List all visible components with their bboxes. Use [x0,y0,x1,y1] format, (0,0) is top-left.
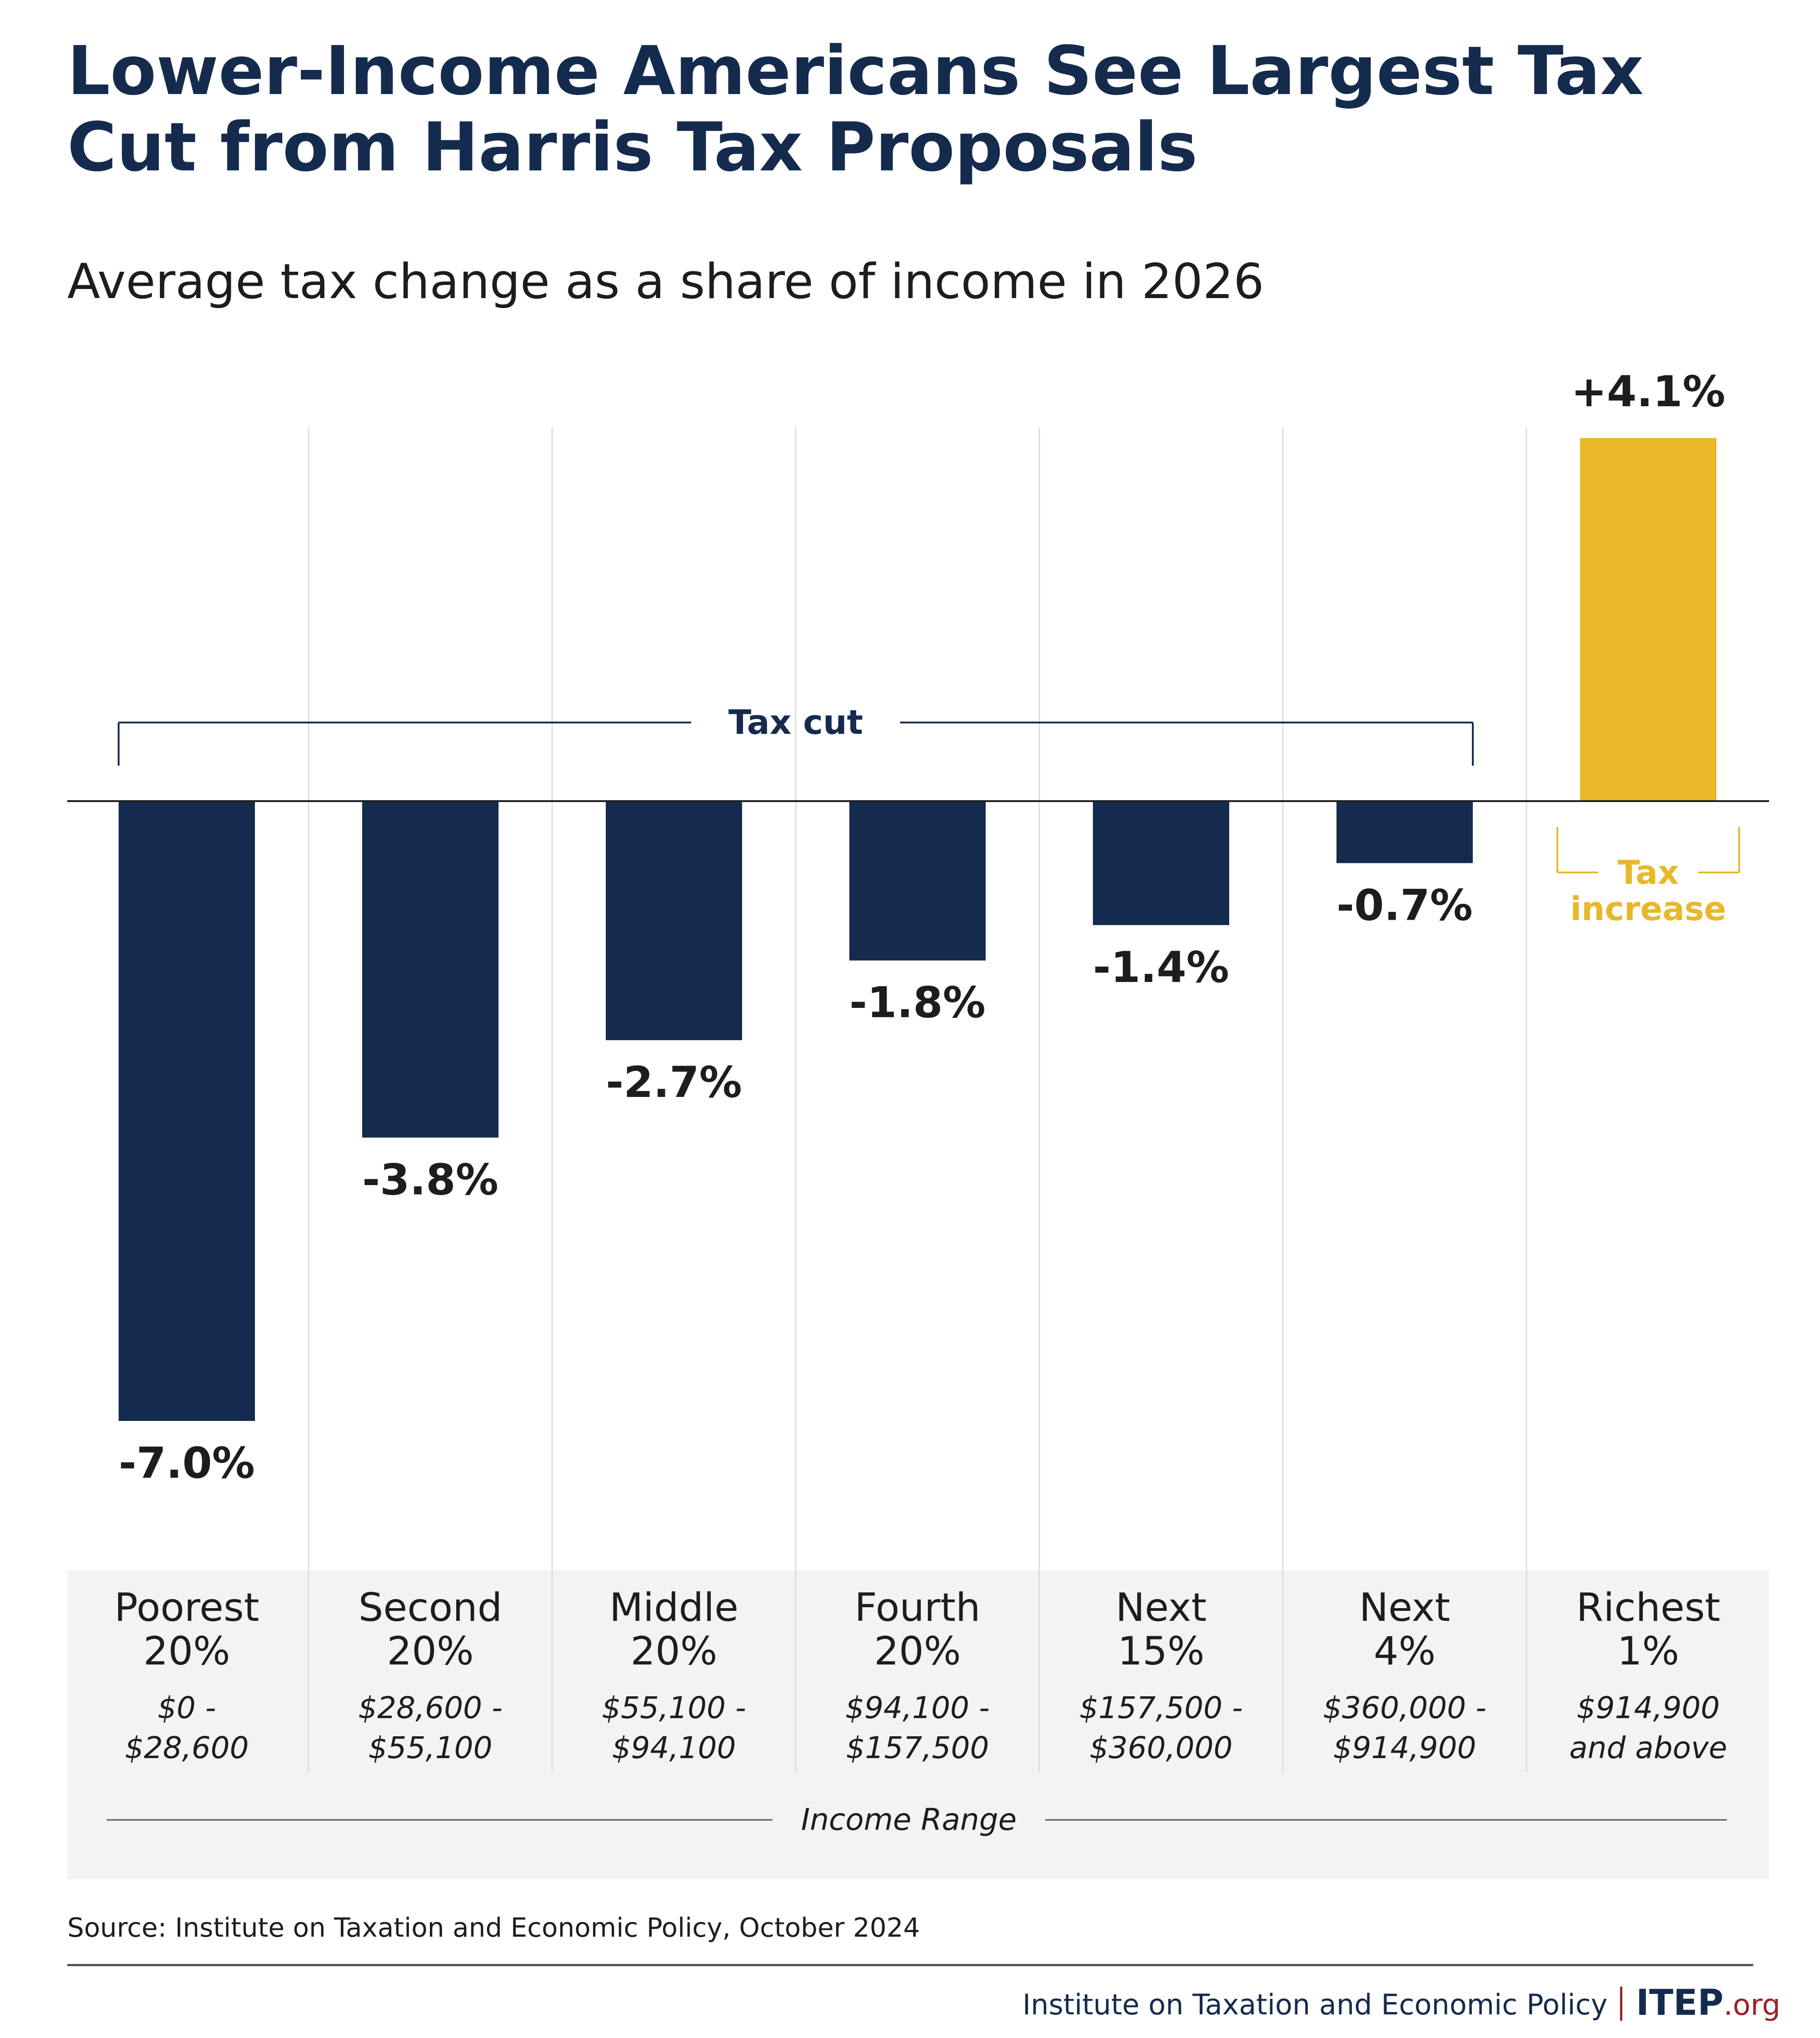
tax-increase-annotation: increase [1570,890,1726,928]
income-range-label: $28,600 - $55,100 [309,1688,552,1768]
category-label-line: 20% [143,1629,230,1674]
category-label-line: Fourth [854,1585,981,1630]
category-label-line: Richest [1576,1585,1720,1630]
category-label-line: Next [1115,1585,1207,1630]
data-label: -0.7% [1336,881,1473,930]
bar [1093,801,1229,925]
category-label: Second 20% [309,1586,552,1673]
bar [849,801,986,961]
income-range-line: $28,600 [125,1730,249,1765]
category-label: Next 4% [1283,1586,1526,1673]
logo-main: ITEP [1636,1983,1724,2023]
bar-chart: -7.0% -3.8% -2.7% -1.8% -1.4% -0.7% +4.1% Tax c… [67,367,1769,1879]
category-label-line: 20% [387,1629,474,1674]
bar [1336,801,1473,863]
category-label: Poorest 20% [65,1586,309,1673]
income-range-label: $360,000 - $914,900 [1283,1688,1526,1768]
tax-increase-annotation: Tax [1618,853,1679,892]
category-label: Fourth 20% [796,1586,1039,1673]
bar [606,801,742,1041]
itep-logo: ITEP.org [1636,1981,1780,2027]
income-range-line: $157,500 [846,1730,989,1765]
income-range-line: $360,000 - [1323,1690,1486,1725]
category-label: Richest 1% [1526,1586,1770,1673]
income-range-line: $94,100 - [845,1690,990,1725]
footer-divider [67,1964,1753,1966]
chart-subtitle: Average tax change as a share of income … [67,254,1264,309]
category-label: Next 15% [1039,1586,1283,1673]
income-range-line: $55,100 - [602,1690,746,1725]
income-range-line: $157,500 - [1079,1690,1243,1725]
footer-org-name: Institute on Taxation and Economic Polic… [1022,1988,1608,2021]
income-range-label: $157,500 - $360,000 [1039,1688,1283,1768]
category-label-line: 20% [630,1629,718,1674]
income-range-label: $914,900 and above [1526,1688,1770,1768]
data-label: -1.8% [849,978,986,1028]
data-label: -7.0% [119,1439,255,1488]
source-note: Source: Institute on Taxation and Econom… [67,1912,920,1943]
category-label-line: 1% [1617,1629,1680,1674]
income-range-label: $0 - $28,600 [65,1688,309,1768]
category-label-line: Second [358,1585,503,1630]
category-label-line: 15% [1117,1629,1205,1674]
category-label-line: Poorest [114,1585,259,1630]
category-label-line: Next [1359,1585,1451,1630]
income-range-line: $55,100 [368,1730,493,1765]
data-label: -3.8% [362,1155,499,1205]
income-range-line: $28,600 - [358,1690,503,1725]
logo-suffix: .org [1723,1988,1780,2022]
income-range-line: $0 - [157,1690,216,1725]
income-range-line: $94,100 [612,1730,736,1765]
data-label: -1.4% [1093,943,1229,992]
income-range-line: $360,000 [1089,1730,1233,1765]
data-label: -2.7% [606,1058,742,1107]
category-label-line: Middle [609,1585,739,1630]
tax-cut-annotation: Tax cut [728,703,863,742]
chart-title: Lower-Income Americans See Largest Tax C… [67,32,1644,186]
category-label-line: 4% [1373,1629,1436,1674]
bar [119,801,255,1421]
footer-separator [1620,1987,1622,2021]
data-label: +4.1% [1571,367,1725,417]
category-label-line: 20% [874,1629,961,1674]
category-label: Middle 20% [552,1586,796,1673]
income-range-line: and above [1569,1730,1727,1765]
income-range-label: $55,100 - $94,100 [552,1688,796,1768]
bar [1580,438,1716,801]
bar [362,801,499,1138]
income-range-line: $914,900 [1333,1730,1476,1765]
x-axis-label: Income Range [773,1799,1045,1840]
income-range-label: $94,100 - $157,500 [796,1688,1039,1768]
income-range-line: $914,900 [1576,1690,1720,1725]
